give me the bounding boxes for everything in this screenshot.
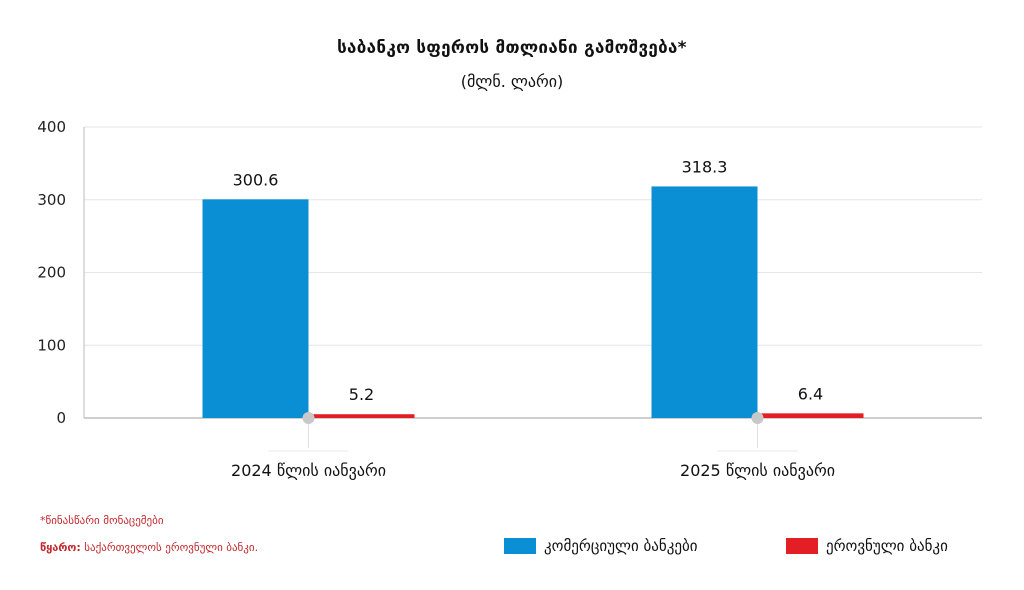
data-label: 318.3 (682, 157, 728, 176)
x-category-label: 2024 წლის იანვარი (231, 461, 386, 480)
chart-title: საბანკო სფეროს მთლიანი გამოშვება* (337, 38, 687, 58)
bar-national (757, 413, 864, 418)
data-label: 5.2 (349, 385, 374, 404)
legend-swatch-national (786, 538, 818, 554)
y-tick-label: 200 (37, 264, 66, 282)
axis-marker (302, 412, 315, 424)
legend-label-national: ეროვნული ბანკი (826, 537, 948, 555)
y-tick-label: 300 (37, 191, 66, 209)
bar-chart: 0 100 200 300 400 300.6 5.2 2024 წლის იანვარი 31… (37, 118, 982, 480)
y-tick-label: 100 (37, 336, 66, 354)
chart-subtitle: (მლნ. ლარი) (460, 72, 564, 91)
source-text: საქართველოს ეროვნული ბანკი. (84, 541, 259, 554)
data-label: 300.6 (233, 170, 279, 189)
y-tick-label: 400 (37, 118, 66, 136)
legend-swatch-commercial (504, 538, 536, 554)
data-label: 6.4 (798, 384, 823, 403)
axis-marker (751, 412, 764, 424)
source-label: წყარო: (40, 541, 81, 554)
x-category-label: 2025 წლის იანვარი (680, 461, 835, 480)
source-note: წყარო: საქართველოს ეროვნული ბანკი. (40, 541, 258, 554)
legend-label-commercial: კომერციული ბანკები (544, 537, 698, 555)
legend-item-national: ეროვნული ბანკი (786, 536, 948, 556)
bar-commercial (651, 186, 758, 418)
bar-national (308, 414, 415, 418)
legend-item-commercial: კომერციული ბანკები (504, 536, 698, 556)
footnote: *წინასწარი მონაცემები (40, 514, 164, 527)
bar-commercial (202, 199, 309, 418)
y-tick-label: 0 (56, 409, 66, 427)
